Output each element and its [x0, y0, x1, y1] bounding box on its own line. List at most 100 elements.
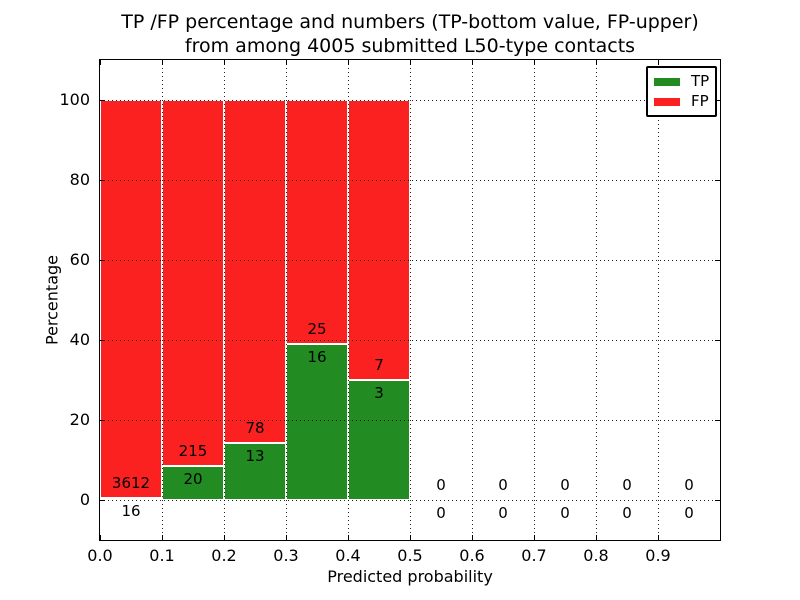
- y-tick-mark: [715, 259, 720, 261]
- grid-line-x: [223, 60, 225, 540]
- legend-item-tp: TP: [648, 74, 715, 89]
- bar-tp: [162, 465, 224, 500]
- x-tick-label: 0.7: [521, 546, 547, 565]
- x-tick-label: 0.1: [149, 546, 175, 565]
- y-tick-mark: [100, 99, 105, 101]
- x-tick-mark: [285, 60, 287, 65]
- bars-layer: [100, 60, 720, 540]
- x-tick-mark: [533, 535, 535, 540]
- y-tick-mark: [100, 179, 105, 181]
- bar-tp: [348, 380, 410, 500]
- plot-area: 3612 16 215 20 78 13 25 16 7 3 0 0 0 0 0 0 0 0 0 0 TP FP: [99, 59, 721, 541]
- x-tick-mark: [533, 60, 535, 65]
- y-tick-label: 0: [79, 490, 90, 509]
- tp-count-label: 20: [183, 469, 203, 488]
- tp-count-label: 0: [560, 504, 570, 522]
- grid-layer: [100, 60, 720, 540]
- chart-title-line1: TP /FP percentage and numbers (TP-bottom…: [121, 11, 699, 33]
- legend-label-fp: FP: [691, 92, 709, 110]
- x-tick-mark: [347, 535, 349, 540]
- legend-swatch-tp-icon: [654, 77, 680, 86]
- x-tick-label: 0.2: [211, 546, 237, 565]
- grid-line-x: [161, 60, 163, 540]
- grid-line-x: [595, 60, 597, 540]
- y-tick-mark: [100, 259, 105, 261]
- x-tick-mark: [161, 60, 163, 65]
- y-tick-mark: [100, 339, 105, 341]
- tp-count-label: 0: [684, 504, 694, 522]
- legend-label-tp: TP: [691, 72, 710, 90]
- x-tick-mark: [409, 535, 411, 540]
- bar-fp: [348, 100, 410, 380]
- fp-count-label: 7: [374, 356, 384, 374]
- fp-count-label: 0: [436, 476, 446, 494]
- y-tick-mark: [100, 419, 105, 421]
- chart-title: TP /FP percentage and numbers (TP-bottom…: [100, 10, 720, 58]
- y-tick-mark: [715, 179, 720, 181]
- x-tick-label: 0.6: [459, 546, 485, 565]
- ticks-layer: [99, 60, 720, 540]
- x-tick-mark: [657, 60, 659, 65]
- x-tick-mark: [471, 535, 473, 540]
- fp-count-label: 0: [560, 476, 570, 494]
- grid-line-x: [285, 60, 287, 540]
- tp-count-label: 3: [374, 384, 384, 402]
- fp-count-label: 3612: [111, 474, 151, 493]
- tp-count-label: 0: [436, 504, 446, 522]
- tp-count-label: 0: [622, 504, 632, 522]
- y-tick-label: 20: [69, 410, 90, 429]
- tp-count-label: 0: [498, 504, 508, 522]
- fp-count-label: 0: [622, 476, 632, 494]
- chart-title-line2: from among 4005 submitted L50-type conta…: [184, 35, 636, 57]
- x-tick-label: 0.4: [335, 546, 361, 565]
- x-tick-mark: [595, 60, 597, 65]
- fp-count-label: 25: [307, 319, 327, 338]
- tp-count-label: 16: [121, 502, 141, 521]
- x-tick-mark: [595, 535, 597, 540]
- x-tick-mark: [161, 535, 163, 540]
- grid-line-x: [471, 60, 473, 540]
- x-tick-label: 0.5: [397, 546, 423, 565]
- y-tick-label: 60: [69, 250, 90, 269]
- grid-line-x: [347, 60, 349, 540]
- x-tick-mark: [99, 535, 101, 540]
- tp-count-label: 13: [245, 446, 265, 465]
- y-tick-mark: [715, 419, 720, 421]
- fp-count-label: 0: [684, 476, 694, 494]
- x-tick-label: 0.0: [87, 546, 113, 565]
- grid-line-x: [409, 60, 411, 540]
- x-tick-mark: [99, 60, 101, 65]
- y-tick-mark: [715, 99, 720, 101]
- tp-count-label: 16: [307, 347, 327, 366]
- bar-fp: [286, 100, 348, 344]
- x-tick-label: 0.3: [273, 546, 299, 565]
- y-tick-label: 80: [69, 170, 90, 189]
- x-tick-mark: [223, 535, 225, 540]
- x-tick-mark: [347, 60, 349, 65]
- fp-count-label: 215: [178, 441, 208, 460]
- y-tick-label: 40: [69, 330, 90, 349]
- legend: TP FP: [646, 66, 717, 117]
- y-tick-mark: [100, 499, 105, 501]
- y-tick-label: 100: [59, 90, 90, 109]
- x-axis-label: Predicted probability: [327, 567, 493, 586]
- x-tick-label: 0.9: [645, 546, 671, 565]
- x-tick-mark: [409, 60, 411, 65]
- annotations-layer: 3612 16 215 20 78 13 25 16 7 3 0 0 0 0 0 0 0 0 0 0: [100, 60, 720, 540]
- y-tick-mark: [715, 499, 720, 501]
- x-tick-mark: [285, 535, 287, 540]
- x-tick-mark: [657, 535, 659, 540]
- x-tick-label: 0.8: [583, 546, 609, 565]
- y-tick-mark: [715, 339, 720, 341]
- grid-line-x: [533, 60, 535, 540]
- legend-swatch-fp-icon: [654, 97, 680, 106]
- legend-item-fp: FP: [648, 94, 715, 109]
- x-tick-mark: [471, 60, 473, 65]
- fp-count-label: 0: [498, 476, 508, 494]
- x-tick-mark: [223, 60, 225, 65]
- grid-line-x: [657, 60, 659, 540]
- fp-count-label: 78: [245, 418, 265, 437]
- bar-tp: [286, 343, 348, 500]
- bar-fp: [224, 100, 286, 443]
